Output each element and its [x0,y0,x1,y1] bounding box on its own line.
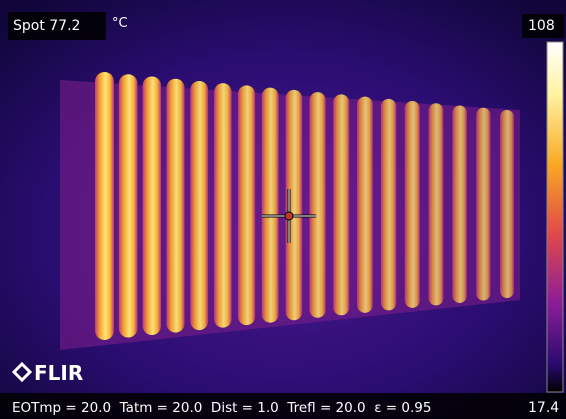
radiator-fin [237,85,256,326]
scale-max: 108 [528,18,555,34]
radiator-fin [357,96,373,313]
radiator-fin [428,103,444,306]
spot-box [8,12,106,40]
radiator-fin [214,83,232,328]
radiator-fin [118,74,138,338]
max-box [522,14,564,38]
parameters: EOTmp = 20.0 Tatm = 20.0 Dist = 1.0 Tref… [12,400,432,416]
scale-min: 17.4 [528,400,560,416]
radiator [95,72,514,340]
radiator-fin [476,107,491,301]
crosshair-inner [262,189,316,243]
radiator-fin [142,76,162,336]
radiator-fin [333,94,350,316]
radiator-fin [404,101,420,308]
radiator-fin [500,110,514,298]
radiator-fin [190,80,209,331]
radiator-fin [309,92,326,318]
info-bar [0,393,566,419]
unit: °C [112,16,128,31]
spot-label: Spot 77.2 [13,18,81,34]
radiator-fin [452,105,467,303]
color-scale [546,41,564,393]
radiator-fin [261,87,279,323]
radiator-fin [166,78,185,333]
flir-logo-mark [11,361,33,383]
logo: FLIR [34,361,84,385]
radiator-fin [95,72,114,340]
radiator-fin [285,89,303,321]
radiator-fin [380,98,397,311]
